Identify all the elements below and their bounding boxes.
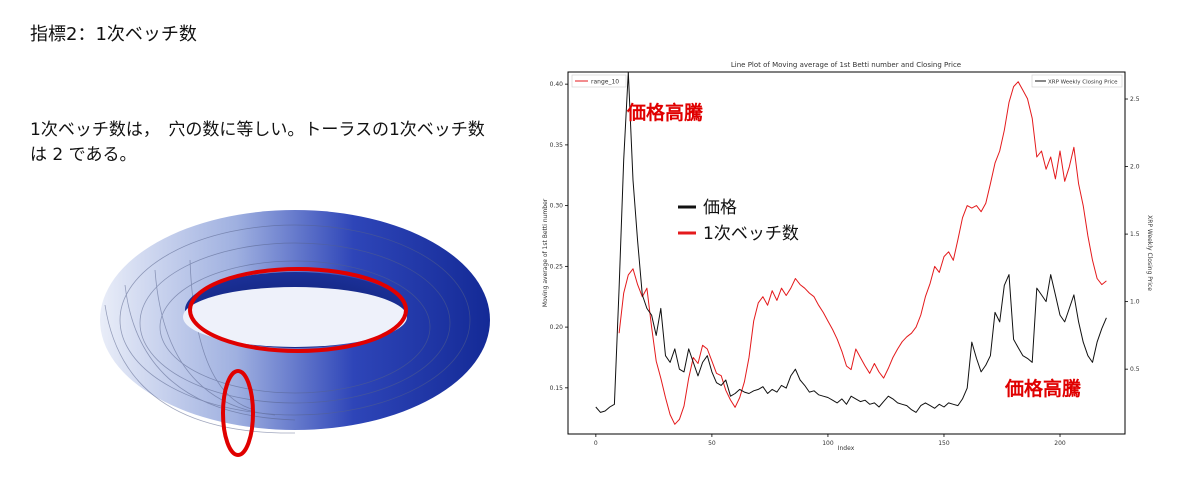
x-tick-label: 200 bbox=[1054, 440, 1066, 447]
series-line-price bbox=[595, 71, 1107, 413]
x-tick-label: 100 bbox=[822, 440, 834, 447]
left-y-tick-label: 0.15 bbox=[550, 385, 564, 392]
torus-inner-face bbox=[183, 287, 407, 347]
chart-svg: Line Plot of Moving average of 1st Betti… bbox=[542, 61, 1153, 452]
left-y-ticks: 0.15 0.20 0.25 0.30 0.35 0.40 bbox=[550, 81, 568, 392]
overlay-legend: 価格 1次ベッチ数 bbox=[678, 198, 799, 244]
loop-around-hole bbox=[188, 267, 408, 353]
legend-left: range_10 bbox=[571, 74, 627, 88]
right-y-axis-label: XRP Weekly Closing Price bbox=[1146, 215, 1153, 291]
plot-frame bbox=[567, 71, 1126, 435]
loop-around-tube bbox=[221, 369, 255, 457]
torus-illustration bbox=[100, 210, 490, 457]
right-y-tick-label: 0.5 bbox=[1130, 366, 1140, 373]
x-tick-label: 150 bbox=[938, 440, 950, 447]
left-y-tick-label: 0.20 bbox=[550, 324, 564, 331]
x-ticks: 0 50 100 150 200 bbox=[594, 434, 1066, 447]
x-axis-label: Index bbox=[838, 445, 855, 452]
right-y-tick-label: 1.0 bbox=[1130, 299, 1140, 306]
overlay-legend-price: 価格 bbox=[703, 198, 737, 218]
legend-right: XRP Weekly Closing Price bbox=[1031, 74, 1123, 88]
left-y-tick-label: 0.35 bbox=[550, 142, 564, 149]
left-y-tick-label: 0.25 bbox=[550, 263, 564, 270]
legend-right-label: XRP Weekly Closing Price bbox=[1048, 80, 1118, 86]
annotation-price-spike-late: 価格高騰 bbox=[1004, 377, 1082, 400]
right-y-ticks: 0.5 1.0 1.5 2.0 2.5 bbox=[1125, 96, 1140, 373]
legend-left-label: range_10 bbox=[591, 79, 619, 86]
chart-title: Line Plot of Moving average of 1st Betti… bbox=[731, 61, 961, 69]
series-line-betti bbox=[618, 81, 1107, 425]
slide-title: 指標2：1次ベッチ数 bbox=[30, 24, 197, 45]
left-y-tick-label: 0.40 bbox=[550, 81, 564, 88]
right-y-tick-label: 2.5 bbox=[1130, 96, 1140, 103]
description-text: 1次ベッチ数は， 穴の数に等しい。トーラスの1次ベッチ数は 2 である。 bbox=[30, 120, 485, 165]
left-y-tick-label: 0.30 bbox=[550, 203, 564, 210]
overlay-legend-betti: 1次ベッチ数 bbox=[703, 224, 799, 244]
right-y-tick-label: 1.5 bbox=[1130, 231, 1140, 238]
x-tick-label: 50 bbox=[708, 440, 716, 447]
series-layer bbox=[595, 71, 1107, 425]
right-y-tick-label: 2.0 bbox=[1130, 164, 1140, 171]
left-y-axis-label: Moving average of 1st Betti number bbox=[542, 198, 549, 307]
annotation-price-spike-early: 価格高騰 bbox=[626, 101, 704, 124]
torus-wireframe bbox=[104, 224, 471, 434]
x-tick-label: 0 bbox=[594, 440, 598, 447]
